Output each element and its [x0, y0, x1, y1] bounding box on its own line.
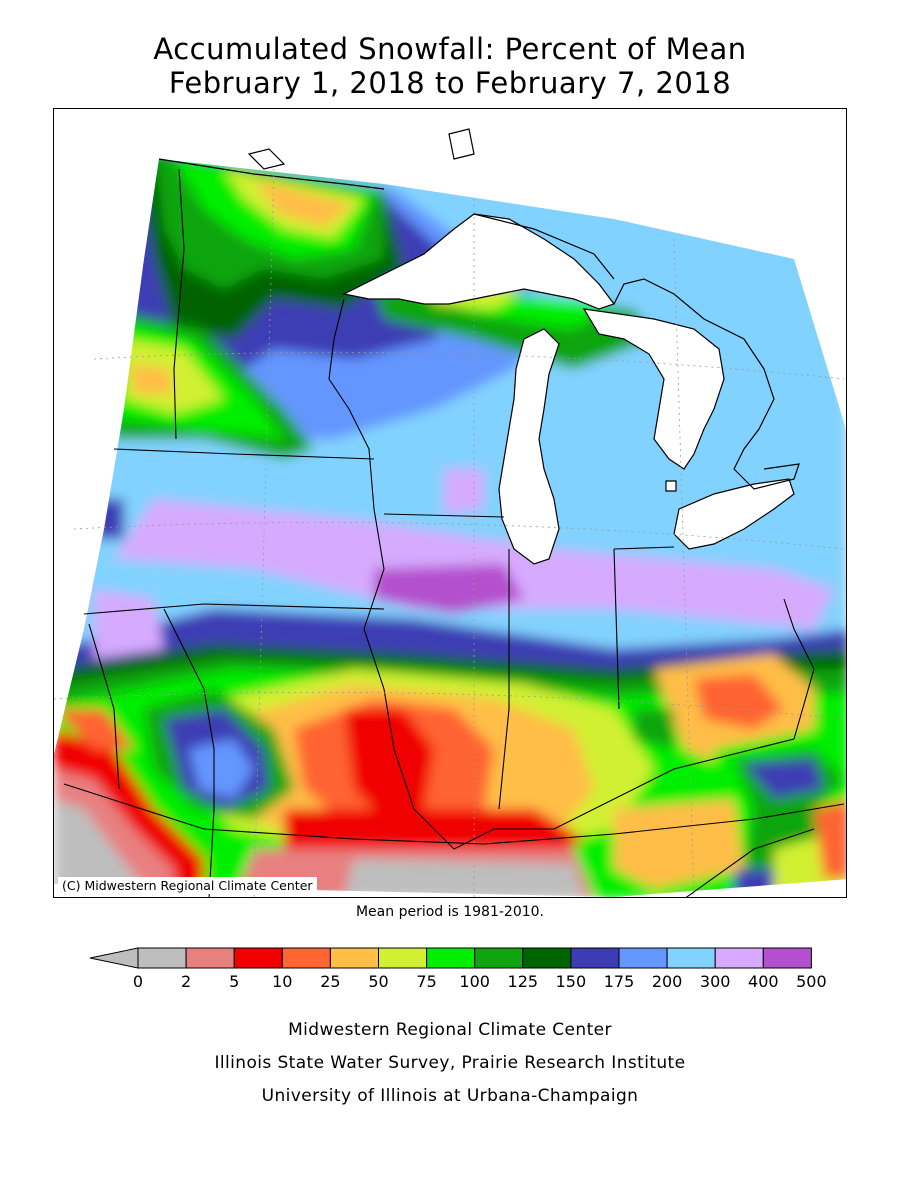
legend-color-box: [618, 947, 668, 969]
lake-michigan: [498, 328, 560, 565]
credit-line3: University of Illinois at Urbana-Champai…: [261, 1086, 639, 1106]
boundary-va: [685, 828, 815, 897]
boundary-mississippi: [363, 508, 455, 850]
legend-color-box: [426, 947, 476, 969]
legend-tick-label: 150: [556, 972, 587, 991]
legend-color-box: [329, 947, 379, 969]
legend-arrow-below-0: [89, 947, 139, 969]
boundary-in-oh: [613, 548, 620, 710]
legend-tick-label: 100: [459, 972, 490, 991]
legend-tick-label: 175: [604, 972, 635, 991]
boundary-ohio-river: [453, 738, 795, 850]
legend-color-box: [185, 947, 235, 969]
legend-color-box: [762, 947, 812, 969]
legend-tick-label: 2: [181, 972, 191, 991]
legend-tick-label: 50: [368, 972, 388, 991]
boundary-mo-ar: [63, 783, 205, 830]
legend-color-box: [522, 947, 572, 969]
boundary-ia-north: [113, 448, 375, 460]
boundary-oh-wv: [783, 598, 815, 740]
map-frame: (C) Midwestern Regional Climate Center: [53, 108, 847, 898]
credit-line1: Midwestern Regional Climate Center: [288, 1020, 612, 1040]
map-title-line1: Accumulated Snowfall: Percent of Mean: [153, 32, 747, 66]
legend-tick-label: 200: [652, 972, 683, 991]
legend-tick-label: 10: [272, 972, 292, 991]
state-boundaries: [63, 168, 845, 897]
legend-color-box: [666, 947, 716, 969]
lake-superior: [342, 213, 615, 310]
boundary-mn-west: [173, 168, 185, 440]
lake-huron: [582, 308, 725, 470]
legend-tick-label: 75: [416, 972, 436, 991]
legend-tick-label: 25: [320, 972, 340, 991]
legend-tick-label: 300: [700, 972, 731, 991]
legend-color-box: [137, 947, 187, 969]
legend-tick-label: 5: [229, 972, 239, 991]
boundary-ia-south: [83, 603, 385, 615]
lake-erie: [673, 478, 795, 550]
snowfall-map: [54, 128, 846, 897]
great-lakes: [342, 213, 795, 565]
boundary-il-in: [498, 549, 510, 810]
legend-color-box: [233, 947, 283, 969]
legend-color-boxes: [89, 947, 812, 969]
legend-tick-label: 400: [748, 972, 779, 991]
legend-color-box: [281, 947, 331, 969]
legend-tick-label: 125: [508, 972, 539, 991]
credit-line2: Illinois State Water Survey, Prairie Res…: [214, 1053, 686, 1073]
mean-period-note: Mean period is 1981-2010.: [355, 904, 545, 920]
graticule: [54, 168, 845, 897]
lake-st-clair: [665, 480, 677, 492]
boundary-wi-il: [383, 513, 505, 518]
map-title-line2: February 1, 2018 to February 7, 2018: [168, 66, 732, 100]
legend-color-box: [474, 947, 524, 969]
legend-tick-labels: 0 2 5 10 25 50 75 100 125 150 175 200 300 400 500: [133, 972, 827, 991]
legend-color-box: [570, 947, 620, 969]
legend-color-box: [378, 947, 428, 969]
canada-outline: [158, 128, 800, 490]
legend-tick-label: 0: [133, 972, 143, 991]
boundary-west: [88, 623, 120, 790]
color-legend: 0 2 5 10 25 50 75 100 125 150 175 200 300 400 500: [89, 947, 827, 991]
boundary-ky-tn: [203, 803, 845, 845]
boundary-oh-mi: [613, 546, 675, 550]
boundary-missouri-river: [163, 608, 215, 897]
legend-color-box: [714, 947, 764, 969]
legend-tick-label: 500: [796, 972, 827, 991]
copyright-label: (C) Midwestern Regional Climate Center: [58, 877, 317, 894]
